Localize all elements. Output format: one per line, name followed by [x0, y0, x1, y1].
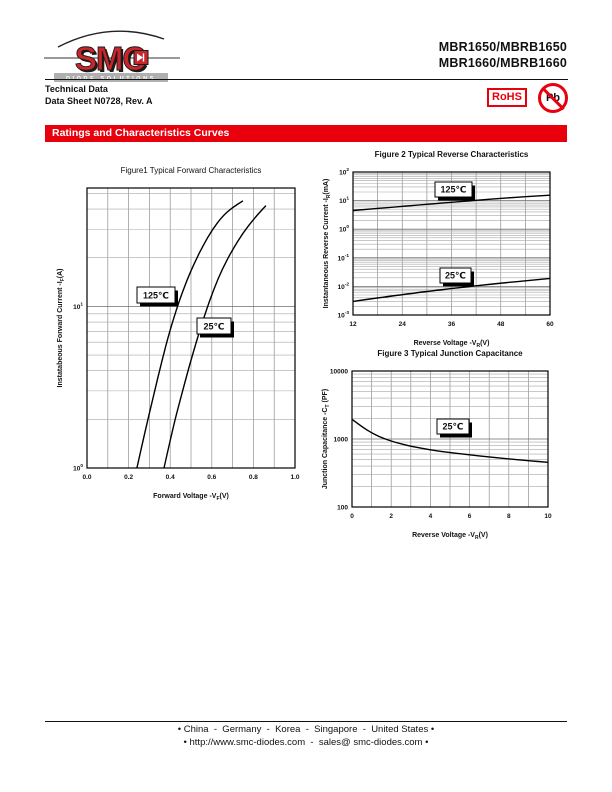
series-curve-0: [352, 194, 551, 212]
label-box: [436, 418, 470, 435]
temperature-label: 125℃: [143, 291, 169, 301]
doc-info: Technical Data Data Sheet N0728, Rev. A: [45, 83, 153, 107]
header-rule: [45, 79, 568, 80]
x-tick-label: 8: [507, 513, 511, 520]
x-tick-label: 4: [429, 513, 433, 520]
y-axis-label: Junction Capacitance -CT (PF): [322, 389, 331, 489]
section-banner: Ratings and Characteristics Curves: [45, 125, 567, 142]
x-tick-label: 1.0: [290, 474, 299, 481]
y-axis-label: Instatabeous Forward Current -IF(A): [57, 269, 66, 388]
logo-arc: [57, 30, 165, 48]
footer-regions: • China - Germany - Korea - Singapore - …: [177, 724, 435, 735]
smc-logo: SMC SMC DIODE SOLUTIONS: [44, 30, 180, 82]
plot-frame: [351, 370, 549, 508]
rohs-badge: RoHS: [487, 88, 527, 107]
x-tick-label: 60: [546, 321, 554, 328]
series-curve-0: [351, 418, 549, 463]
x-tick-label: 36: [448, 321, 456, 328]
x-tick-label: 0.8: [249, 474, 258, 481]
plot-frame: [86, 187, 296, 469]
chart-title: Figure1 Typical Forward Characteristics: [121, 166, 262, 175]
y-axis-label: Instantaneous Reverse Current -IR(mA): [323, 179, 332, 309]
x-tick-label: 0: [350, 513, 354, 520]
part-number-line1: MBR1650/MBRB1650: [438, 40, 567, 54]
y-tick-label: 10-1: [338, 253, 350, 262]
temperature-label: 25℃: [443, 422, 464, 432]
doc-info-line2: Data Sheet N0728, Rev. A: [45, 96, 153, 106]
logo-diode-icon: [133, 50, 149, 65]
temperature-label: 25℃: [204, 322, 225, 332]
chart-title: Figure 3 Typical Junction Capacitance: [377, 349, 523, 358]
x-tick-label: 6: [468, 513, 472, 520]
x-tick-label: 10: [544, 513, 552, 520]
x-axis-label: Forward Voltage -VF(V): [153, 493, 229, 502]
temperature-label: 25℃: [445, 271, 466, 281]
y-tick-label: 102: [339, 167, 349, 177]
y-tick-label: 1000: [334, 437, 349, 444]
temperature-label: 125℃: [441, 185, 467, 195]
x-tick-label: 0.4: [166, 474, 175, 481]
logo-text: SMC: [75, 40, 146, 77]
x-tick-label: 24: [399, 321, 407, 328]
footer-contact: • http://www.smc-diodes.com - sales@ smc…: [183, 737, 429, 748]
figure1-forward-characteristics-chart: 125℃ 25℃ 0.0 0.2 0.4 0.6 0.8 1.0 100 101 Figure1 T…: [57, 166, 300, 502]
pb-free-icon: Pb: [538, 83, 568, 113]
x-axis-label: Reverse Voltage -VR(V): [412, 532, 488, 539]
y-tick-label: 100: [337, 505, 348, 512]
label-box: [196, 317, 232, 335]
label-box: [439, 267, 472, 284]
series-curve-1: [352, 277, 551, 303]
y-tick-label: 10-3: [338, 310, 350, 320]
part-numbers: MBR1650/MBRB1650 MBR1660/MBRB1660: [439, 39, 567, 71]
y-tick-label: 100: [339, 224, 349, 234]
label-box: [136, 286, 176, 304]
x-tick-label: 0.2: [124, 474, 133, 481]
doc-info-line1: Technical Data: [45, 84, 108, 94]
x-tick-label: 12: [349, 321, 357, 328]
x-tick-label: 0.0: [82, 474, 91, 481]
y-tick-label: 101: [73, 301, 83, 311]
x-tick-label: 0.6: [207, 474, 216, 481]
part-number-line2: MBR1660/MBRB1660: [438, 56, 567, 70]
x-axis-label: Reverse Voltage -VR(V): [414, 340, 490, 349]
logo-tagline-bar: [54, 73, 168, 82]
series-curve-0: [136, 200, 244, 469]
chart-title: Figure 2 Typical Reverse Characteristics: [375, 150, 529, 159]
x-tick-label: 2: [389, 513, 393, 520]
plot-frame: [352, 171, 551, 316]
y-tick-label: 101: [339, 196, 349, 206]
footer-rule: [45, 721, 567, 722]
label-box: [434, 181, 473, 198]
series-curve-1: [163, 205, 267, 469]
figure3-junction-capacitance-chart: 25℃ 0 2 4 6 8 10 100 1000 10000 Figure 3 Typical J…: [322, 349, 552, 539]
figure2-reverse-characteristics-chart: 125℃ 25℃ 12 24 36 48 60 10-3 10-2 10-1 100 101 102 Fi…: [323, 150, 554, 349]
y-tick-label: 10-2: [338, 281, 350, 291]
y-tick-label: 100: [73, 463, 83, 473]
y-tick-label: 10000: [330, 369, 348, 376]
x-tick-label: 48: [497, 321, 505, 328]
